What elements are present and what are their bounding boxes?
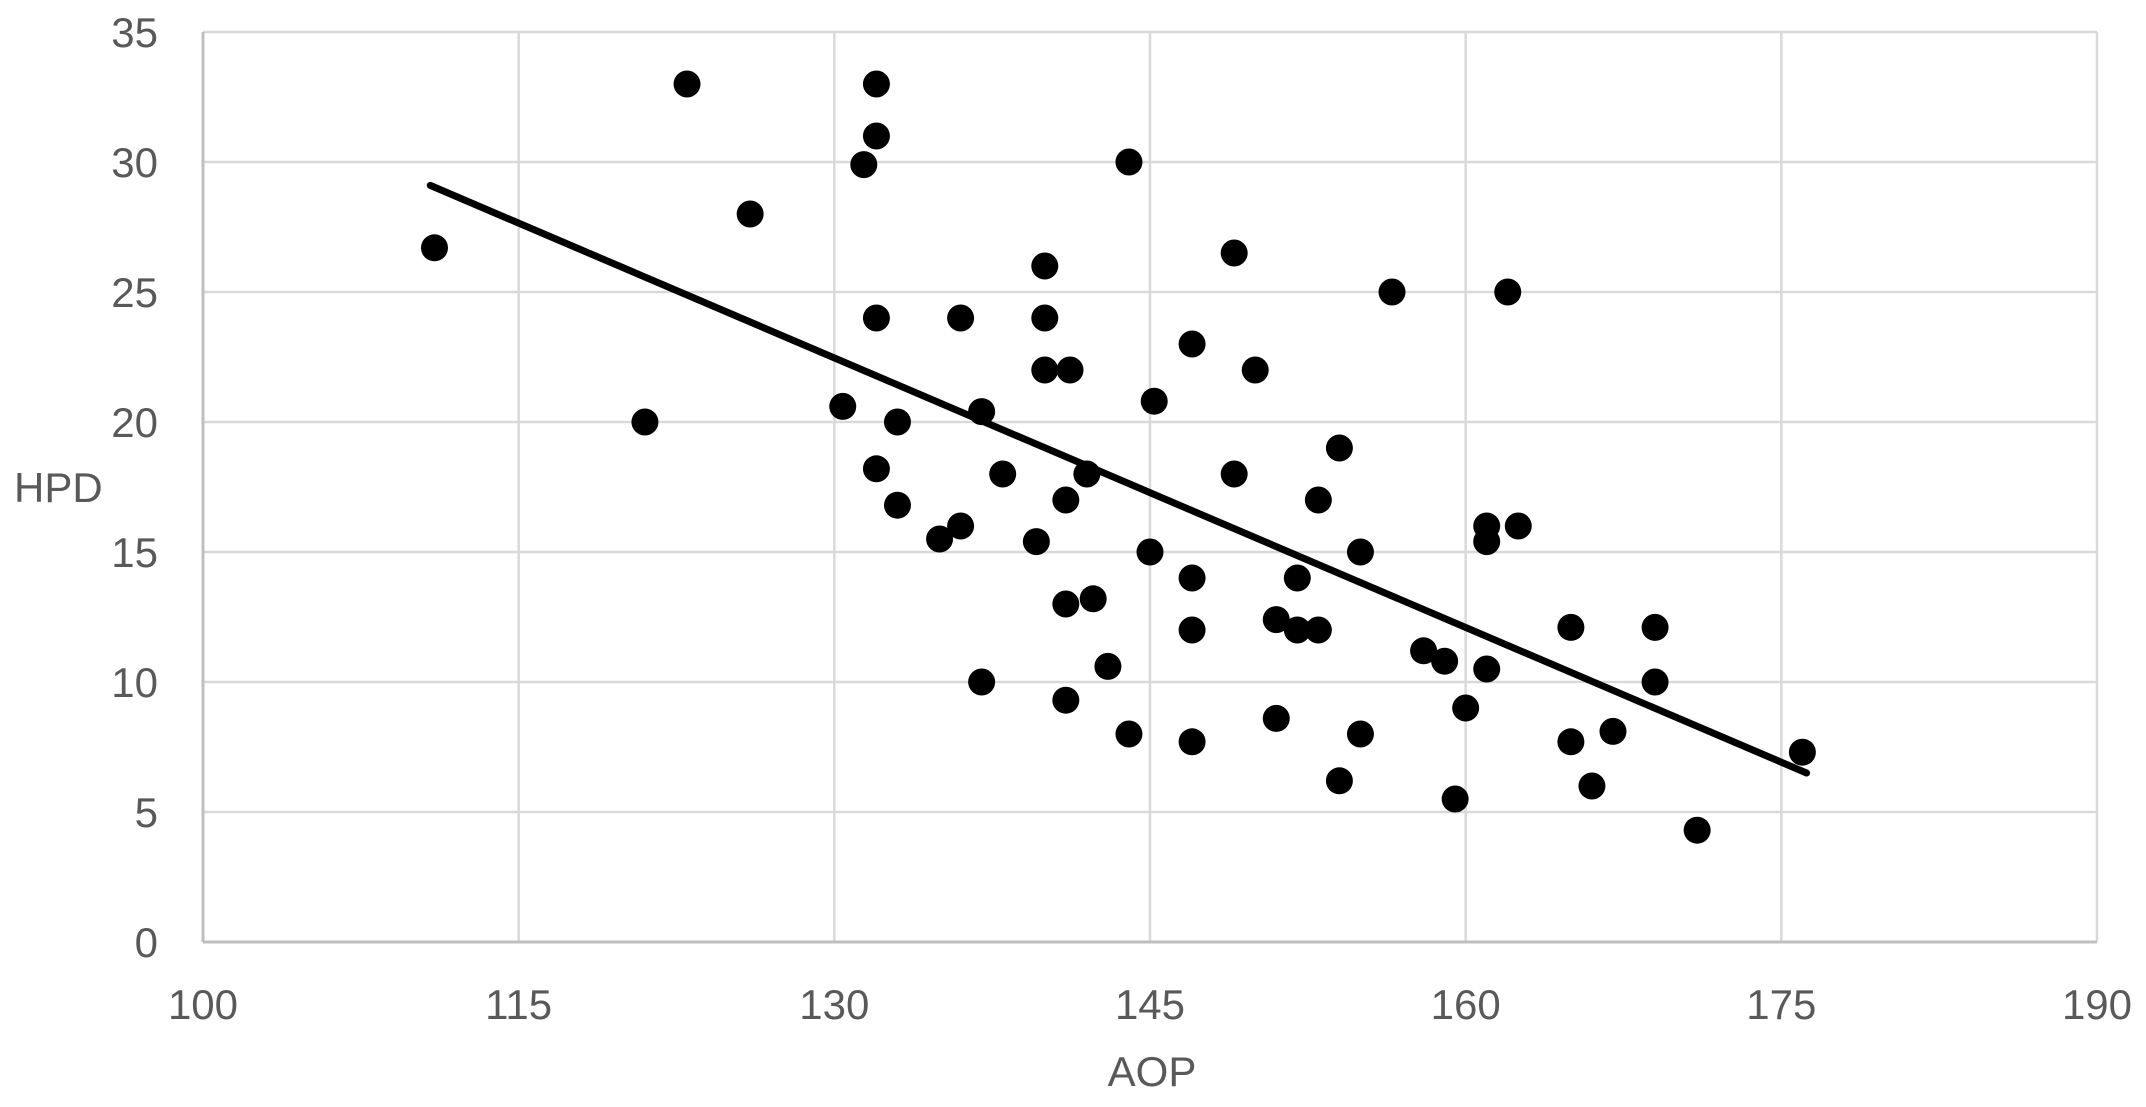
y-axis-title: HPD xyxy=(14,464,103,511)
data-point xyxy=(1441,785,1469,813)
data-point xyxy=(1115,720,1143,748)
x-tick-label: 130 xyxy=(799,981,869,1028)
data-point xyxy=(989,460,1017,488)
data-point xyxy=(968,398,996,426)
data-point xyxy=(1325,434,1353,462)
data-point xyxy=(1452,694,1480,722)
data-point xyxy=(829,392,857,420)
data-point xyxy=(1504,512,1532,540)
x-axis-title: AOP xyxy=(1107,1048,1197,1095)
data-point xyxy=(1241,356,1269,384)
gridlines xyxy=(201,30,2099,944)
data-point xyxy=(1557,613,1585,641)
x-tick-label: 175 xyxy=(1746,981,1816,1028)
data-point xyxy=(1140,387,1168,415)
y-tick-label: 30 xyxy=(111,139,158,186)
y-tick-label: 10 xyxy=(111,659,158,706)
data-point-group xyxy=(420,70,1816,844)
x-tick-label: 190 xyxy=(2062,981,2132,1028)
data-point xyxy=(1283,564,1311,592)
axis-lines xyxy=(201,32,2097,944)
data-point xyxy=(883,491,911,519)
y-tick-label: 25 xyxy=(111,269,158,316)
data-point xyxy=(1262,704,1290,732)
data-point xyxy=(1220,239,1248,267)
data-point xyxy=(1262,606,1290,634)
data-point xyxy=(631,408,659,436)
data-point xyxy=(1052,590,1080,618)
data-point xyxy=(1304,486,1332,514)
data-point xyxy=(862,304,890,332)
y-tick-label: 20 xyxy=(111,399,158,446)
data-point xyxy=(736,200,764,228)
data-point xyxy=(1073,460,1101,488)
data-point xyxy=(883,408,911,436)
x-tick-label: 100 xyxy=(168,981,238,1028)
data-point xyxy=(1599,717,1627,745)
data-point xyxy=(1578,772,1606,800)
data-point xyxy=(1079,585,1107,613)
data-point xyxy=(947,512,975,540)
data-point xyxy=(1346,538,1374,566)
data-point xyxy=(1557,728,1585,756)
data-point xyxy=(1473,528,1501,556)
y-tick-label: 0 xyxy=(135,919,158,966)
data-point xyxy=(1056,356,1084,384)
data-point xyxy=(1178,728,1206,756)
data-point xyxy=(1325,767,1353,795)
data-point xyxy=(1178,616,1206,644)
x-tick-label: 115 xyxy=(485,981,552,1028)
data-point xyxy=(1431,647,1459,675)
data-point xyxy=(862,70,890,98)
data-point xyxy=(1178,330,1206,358)
data-point xyxy=(1052,686,1080,714)
y-tick-label: 35 xyxy=(111,9,158,56)
data-point xyxy=(926,525,954,553)
data-point xyxy=(1283,616,1311,644)
data-point xyxy=(1494,278,1522,306)
data-point xyxy=(1115,148,1143,176)
data-point xyxy=(1031,356,1059,384)
data-point xyxy=(968,668,996,696)
data-point xyxy=(1473,655,1501,683)
data-point xyxy=(1304,616,1332,644)
data-point xyxy=(1378,278,1406,306)
data-point xyxy=(1641,613,1669,641)
data-point xyxy=(420,234,448,262)
data-point xyxy=(1410,637,1438,665)
data-point xyxy=(850,151,878,179)
data-point xyxy=(1031,252,1059,280)
data-point xyxy=(947,304,975,332)
y-tick-label: 5 xyxy=(135,789,158,836)
data-point xyxy=(1346,720,1374,748)
data-point xyxy=(673,70,701,98)
y-tick-label: 15 xyxy=(111,529,158,576)
data-point xyxy=(862,122,890,150)
data-point xyxy=(1031,304,1059,332)
data-point xyxy=(1052,486,1080,514)
data-point xyxy=(1136,538,1164,566)
x-tick-label: 145 xyxy=(1115,981,1185,1028)
data-point xyxy=(1641,668,1669,696)
data-point xyxy=(1094,652,1122,680)
trendline-group xyxy=(426,181,1811,777)
data-point xyxy=(1788,738,1816,766)
tick-labels: 100 115 130 145 160 175 190 0 5 10 15 20 25 30 35 xyxy=(111,9,2132,1028)
data-point xyxy=(862,455,890,483)
data-point xyxy=(1683,816,1711,844)
data-point xyxy=(1022,528,1050,556)
data-point xyxy=(1178,564,1206,592)
trendline xyxy=(426,181,1811,777)
data-point xyxy=(1220,460,1248,488)
x-tick-label: 160 xyxy=(1431,981,1501,1028)
